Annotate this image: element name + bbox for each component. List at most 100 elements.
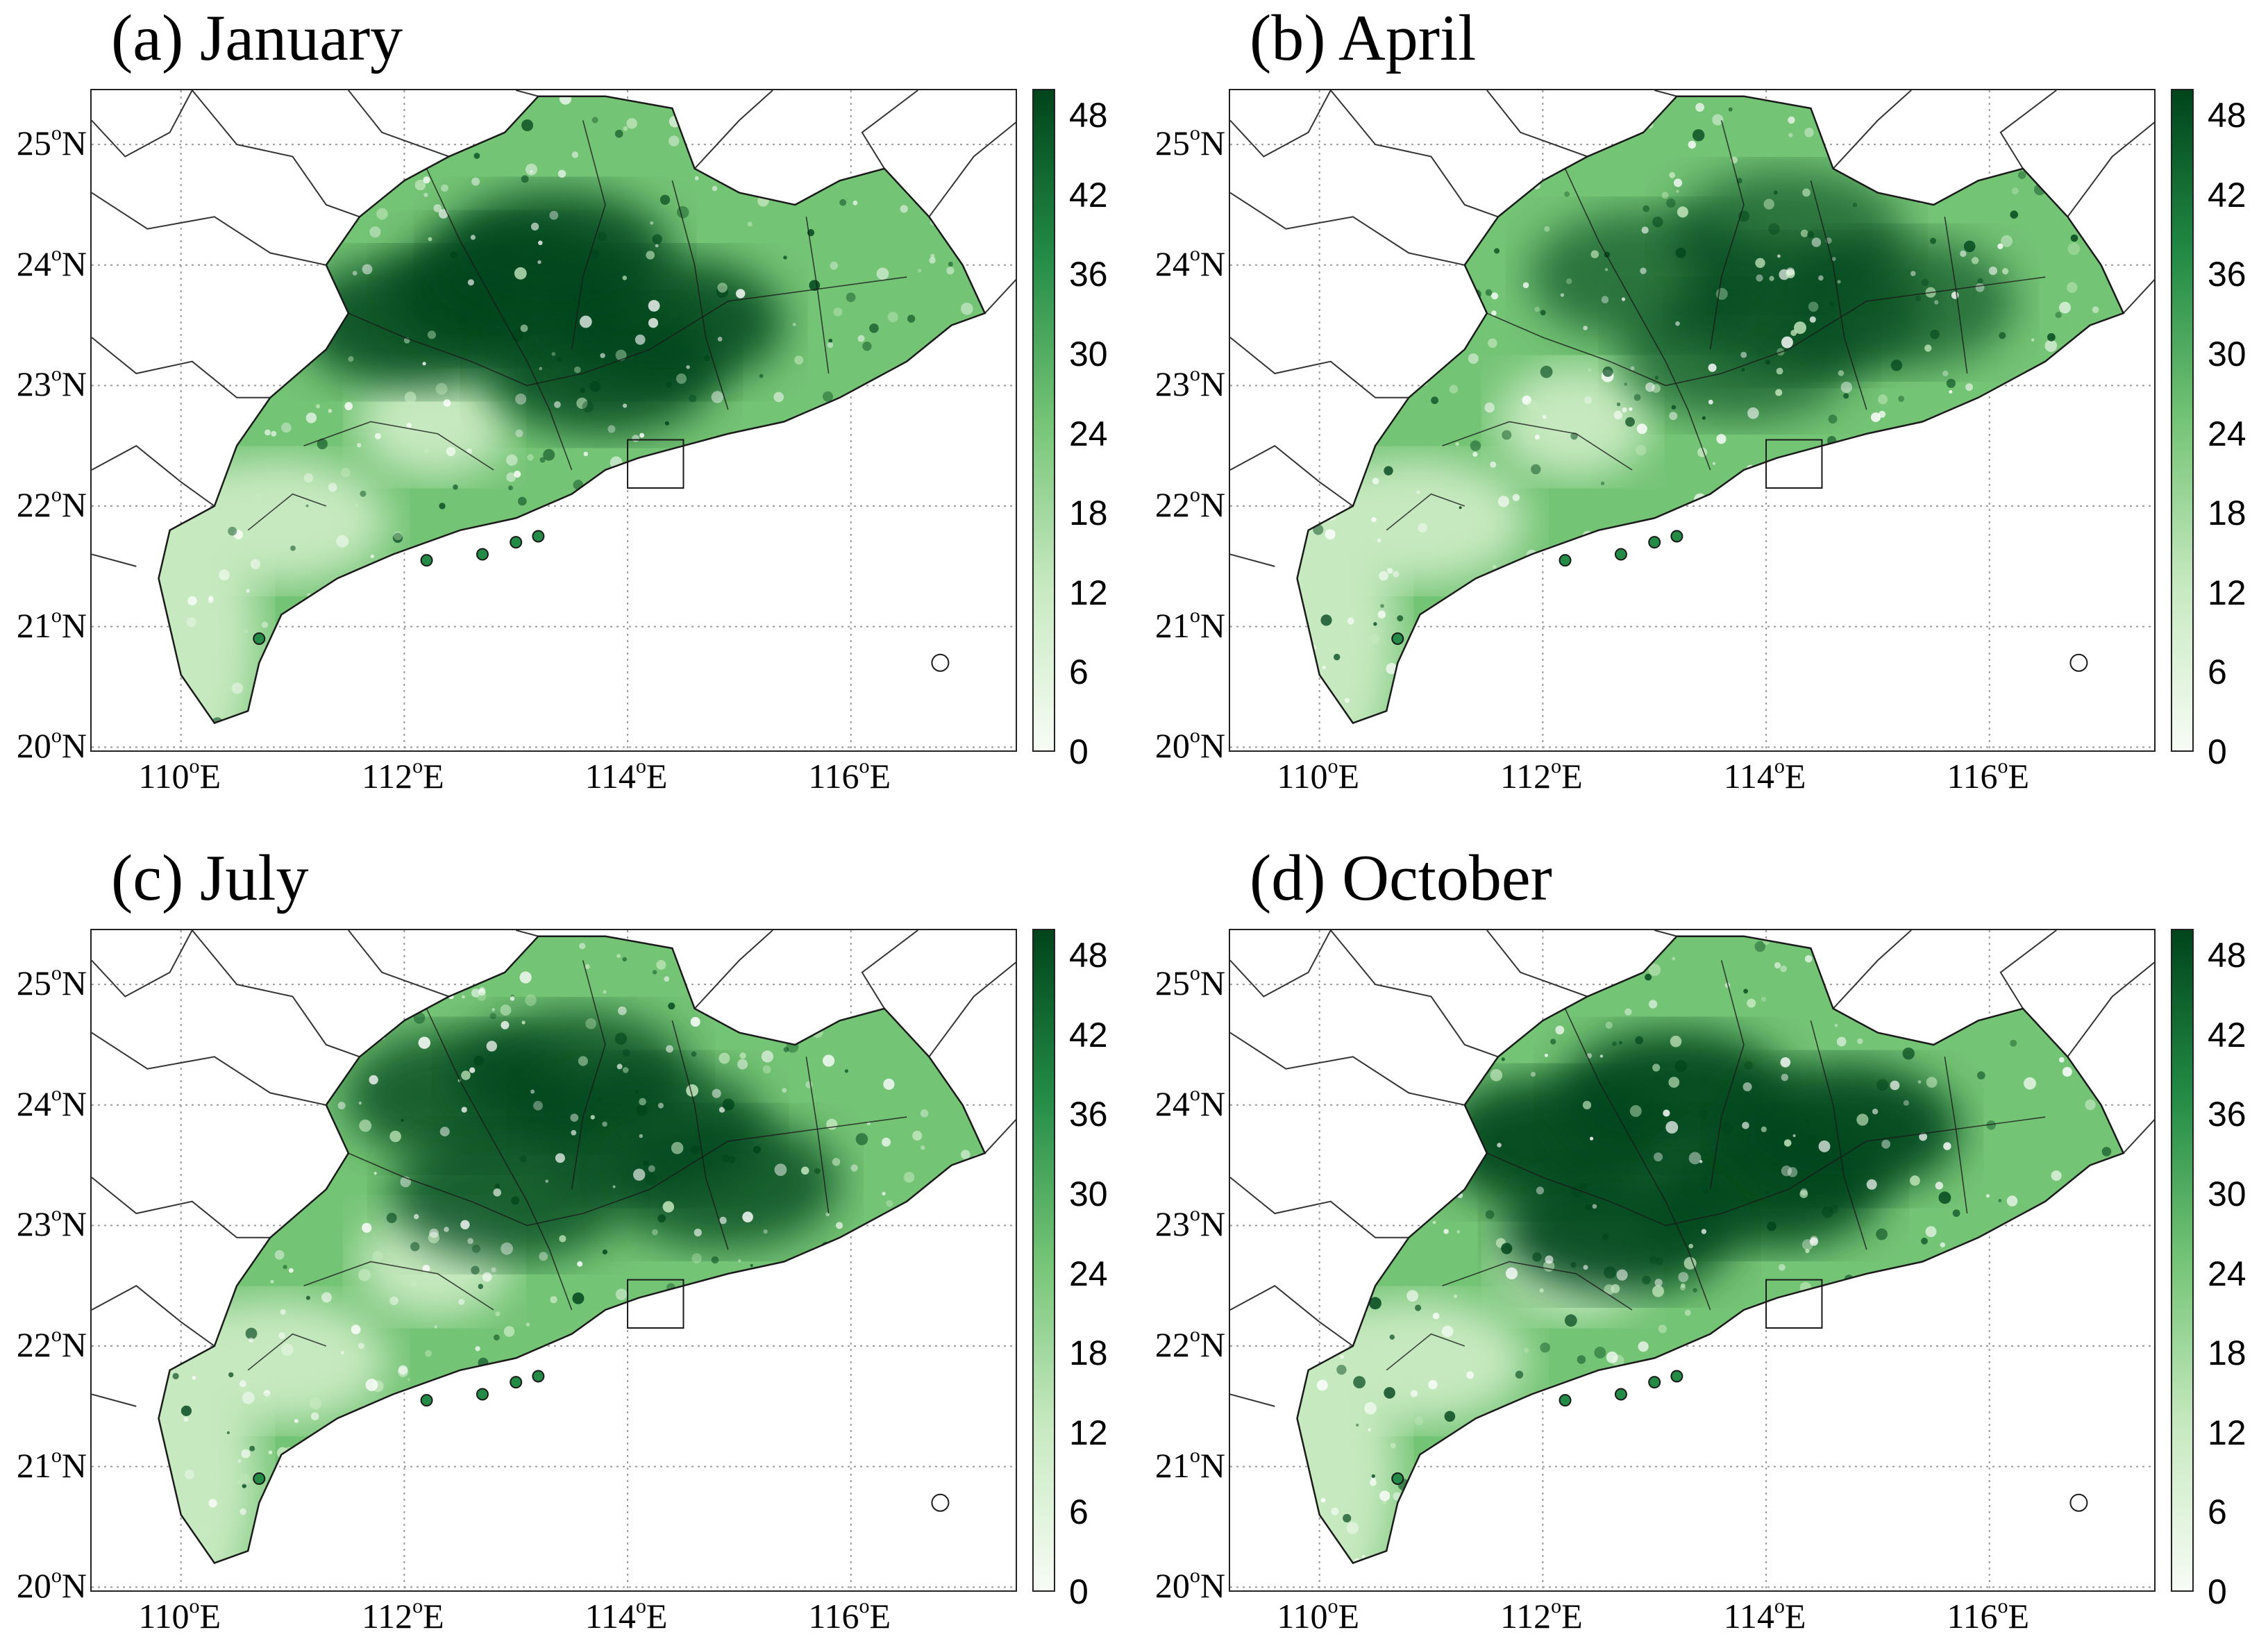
texture-speck [864,1479,877,1492]
texture-speck [226,308,234,316]
texture-speck [533,1100,543,1111]
lat-degree: 23 [1154,1204,1190,1244]
panel-title: (b) April [1250,2,1477,74]
texture-speck [551,352,556,356]
lat-hemisphere: N [1200,124,1225,163]
texture-speck [1747,407,1759,419]
texture-speck [991,609,1001,619]
texture-speck [2123,519,2124,530]
texture-speck [1342,1276,1350,1284]
texture-speck [650,221,654,225]
texture-speck [1987,1506,1997,1516]
texture-speck [1806,1485,1811,1490]
texture-speck [1485,1579,1497,1591]
texture-speck [208,596,214,601]
lat-degree: 20 [1154,1566,1190,1606]
texture-speck [1940,1242,1945,1247]
province-boundary [928,961,1016,1057]
texture-speck [1774,962,1781,969]
prefecture-boundary [426,1008,528,1202]
texture-speck [564,1406,570,1412]
texture-speck [2011,187,2019,195]
texture-speck [1843,393,1849,399]
texture-speck [1758,581,1769,592]
texture-speck [146,632,150,637]
lat-degree: 20 [16,726,51,766]
texture-speck [730,1556,734,1561]
texture-speck [1668,1426,1672,1430]
texture-speck [361,689,371,698]
texture-speck [912,1295,919,1301]
colorbar-tick-label: 6 [1069,1493,1089,1532]
texture-speck [875,510,881,516]
texture-speck [1884,541,1892,550]
texture-speck [1998,1199,2002,1202]
texture-speck [652,970,657,975]
texture-speck [671,532,677,538]
texture-speck [470,125,474,128]
texture-speck [1484,1451,1497,1464]
texture-speck [1279,1037,1287,1045]
texture-speck [2101,1168,2110,1178]
texture-speck [1256,1449,1261,1454]
texture-speck [948,1460,955,1467]
texture-speck [1485,1210,1495,1219]
texture-speck [831,1529,843,1541]
texture-speck [1604,268,1608,271]
texture-speck [1467,1038,1479,1051]
lat-degree: 21 [1154,605,1190,645]
texture-speck [673,1374,684,1386]
texture-speck [267,1050,274,1058]
texture-speck [748,737,754,743]
texture-speck [795,1385,807,1397]
texture-speck [1674,1060,1687,1073]
texture-speck [1506,602,1516,612]
texture-speck [1594,1347,1606,1359]
lat-degree: 20 [1154,726,1190,766]
texture-speck [887,312,898,323]
texture-speck [362,1222,372,1233]
texture-speck [460,943,471,952]
texture-speck [2004,1294,2012,1302]
texture-speck [635,334,646,345]
texture-speck [2139,700,2151,712]
texture-speck [1261,1215,1265,1219]
texture-speck [636,1104,648,1116]
texture-speck [1922,1288,1933,1300]
texture-speck [283,1265,287,1270]
province-boundary [1330,90,1499,218]
texture-speck [1866,516,1876,525]
texture-speck [428,1231,439,1243]
degree-mark: o [1551,1595,1562,1617]
texture-speck [1809,316,1816,323]
texture-speck [1322,130,1327,135]
texture-speck [1501,1057,1505,1061]
prefecture-boundary [526,1201,573,1311]
texture-speck [738,1259,741,1263]
texture-speck [2085,1099,2096,1111]
texture-speck [507,708,518,719]
texture-speck [732,686,737,692]
texture-speck [1282,1121,1288,1127]
texture-speck [1586,1442,1594,1450]
colorbar-tick-label: 30 [1069,335,1108,373]
texture-speck [172,1372,179,1379]
texture-speck [2012,1548,2017,1553]
texture-speck [1818,275,1824,281]
texture-speck [719,1107,725,1113]
lat-degree: 25 [16,964,51,1003]
texture-speck [977,478,985,489]
texture-speck [996,1461,1004,1469]
texture-speck [800,1463,807,1471]
texture-speck [1540,310,1546,316]
province-boundary [348,90,450,158]
texture-speck [572,297,577,303]
texture-speck [769,477,780,489]
texture-speck [516,630,528,641]
texture-speck [955,427,967,439]
texture-speck [239,1474,251,1486]
texture-speck [827,342,834,348]
lat-hemisphere: N [1200,964,1225,1003]
texture-speck [459,634,463,638]
texture-speck [1898,396,1905,402]
